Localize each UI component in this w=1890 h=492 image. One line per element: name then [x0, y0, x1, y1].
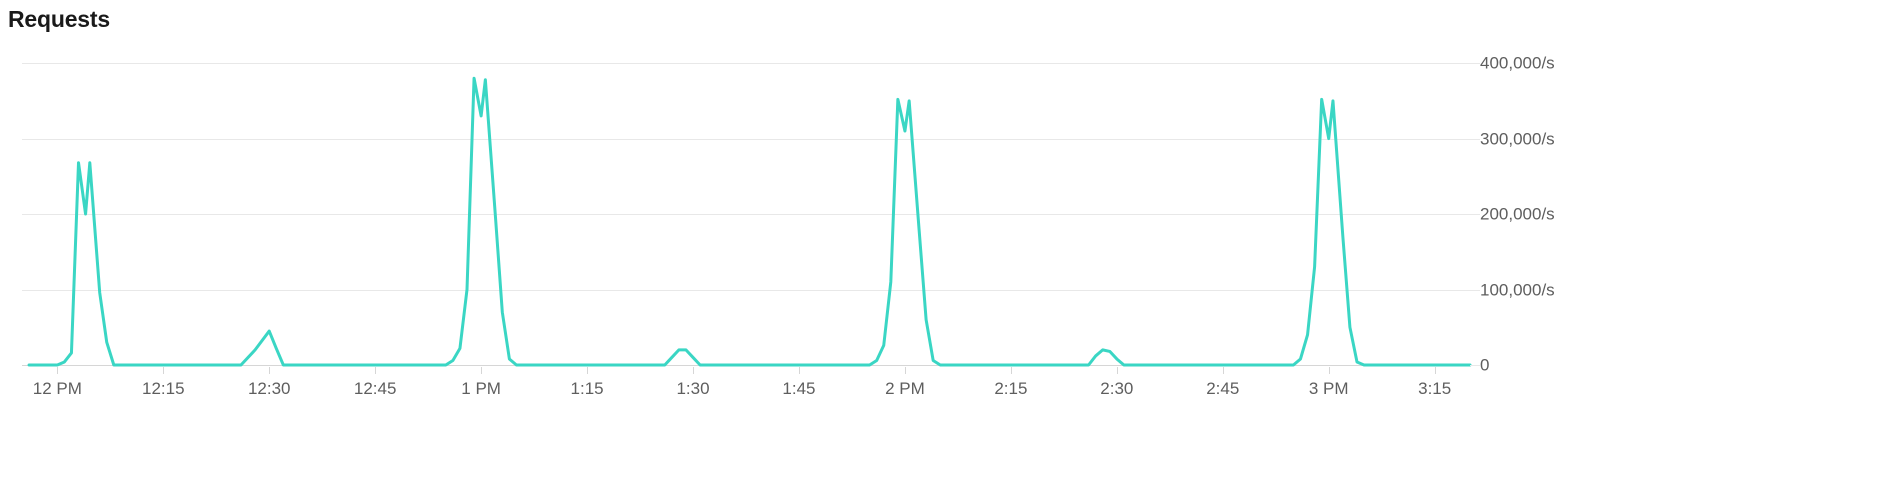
- y-axis-tick: [1470, 63, 1480, 65]
- x-axis-tick-label: 2:45: [1206, 379, 1240, 398]
- x-axis-tick-label: 2:30: [1100, 379, 1134, 398]
- x-axis-tick-label: 1:30: [676, 379, 710, 398]
- y-axis-tick-label: 400,000/s: [1480, 53, 1555, 73]
- x-axis-tick: [798, 367, 800, 374]
- gridline: [22, 289, 1470, 291]
- x-axis-tick-label: 1 PM: [461, 379, 501, 398]
- x-axis-tick-label: 12:45: [353, 379, 397, 398]
- x-axis-tick-label: 3 PM: [1308, 379, 1349, 398]
- gridline: [22, 138, 1470, 140]
- x-axis-tick: [1328, 367, 1330, 374]
- x-axis-tick-label: 2:15: [994, 379, 1028, 398]
- x-axis-tick: [904, 367, 906, 374]
- x-axis-tick-label: 12 PM: [32, 379, 82, 398]
- x-axis-tick: [163, 367, 165, 374]
- x-axis-tick: [587, 367, 589, 374]
- y-axis-tick-label: 200,000/s: [1480, 204, 1555, 224]
- x-axis-tick: [1434, 367, 1436, 374]
- x-axis-tick-label: 1:15: [570, 379, 604, 398]
- x-axis-tick: [57, 367, 59, 374]
- series-line: [29, 78, 1470, 365]
- y-axis-tick-label: 0: [1480, 355, 1490, 375]
- y-axis-tick-label: 100,000/s: [1480, 280, 1555, 300]
- y-axis-tick: [1470, 138, 1480, 140]
- x-axis-tick: [375, 367, 377, 374]
- x-axis-tick-label: 1:45: [782, 379, 816, 398]
- x-axis-tick-label: 3:15: [1418, 379, 1452, 398]
- x-axis-tick: [269, 367, 271, 374]
- y-axis-tick: [1470, 365, 1480, 366]
- y-axis-tick: [1470, 289, 1480, 291]
- gridline: [22, 63, 1470, 65]
- x-axis-tick-label: 2 PM: [885, 379, 925, 398]
- plot-area: [22, 48, 1470, 365]
- requests-line-series: [22, 48, 1470, 365]
- y-axis-tick: [1470, 214, 1480, 216]
- gridline: [22, 214, 1470, 216]
- y-axis-labels: 0 100,000/s 200,000/s 300,000/s 400,000/s: [1470, 48, 1880, 378]
- x-axis-tick-label: 12:30: [247, 379, 291, 398]
- y-axis-tick-label: 300,000/s: [1480, 129, 1555, 149]
- page-title: Requests: [8, 6, 110, 32]
- x-axis-tick: [693, 367, 695, 374]
- x-axis-tick: [1010, 367, 1012, 374]
- x-axis-labels: 12 PM 12:15 12:30 12:45 1 PM 1:15 1:30 1:45 2 PM…: [0, 367, 1890, 427]
- x-axis-tick: [481, 367, 483, 374]
- x-axis-tick: [1222, 367, 1224, 374]
- x-axis-tick: [1116, 367, 1118, 374]
- x-axis-tick-label: 12:15: [141, 379, 185, 398]
